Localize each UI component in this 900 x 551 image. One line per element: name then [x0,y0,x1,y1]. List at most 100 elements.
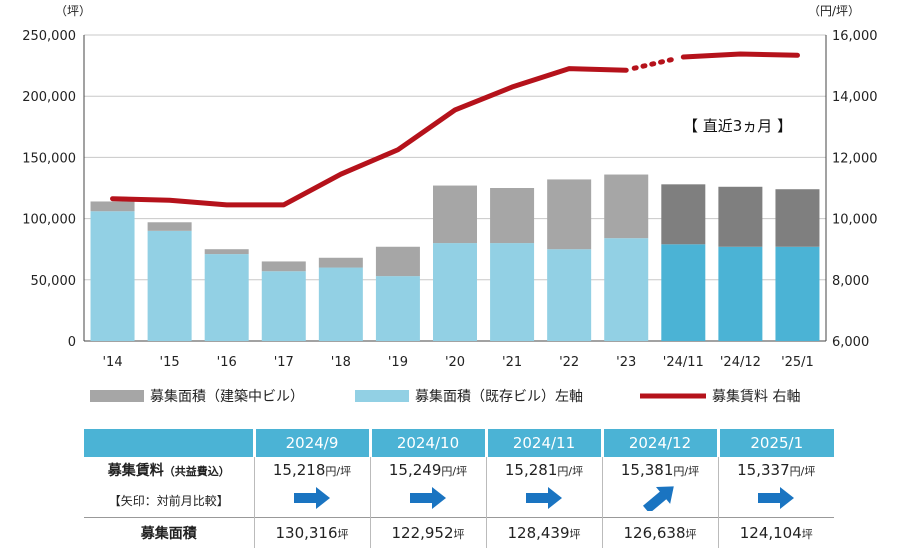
bar-existing [433,243,477,341]
left-tick-label: 50,000 [31,274,77,289]
rent-row-label: 募集賃料（共益費込） [107,463,230,479]
bar-existing [775,246,820,341]
right-tick-label: 10,000 [832,213,878,228]
left-tick-label: 250,000 [22,29,76,44]
bar-under-construction [204,249,249,255]
bar-existing [90,211,135,341]
right-arrow-icon [292,485,332,515]
rent-and-area-chart: （坪） （円/坪） 250,000 200,000 150,000 100,000 50… [22,4,877,405]
table-header-row: 2024/9 2024/10 2024/11 2024/12 2025/1 [84,429,834,457]
rent-cell: 15,281円/坪 [485,457,602,483]
legend-label-existing: 募集面積（既存ビル）左軸 [415,388,583,405]
legend-label-under-construction: 募集面積（建築中ビル） [150,388,304,405]
left-axis-unit: （坪） [55,4,91,18]
rent-row-label-note: （共益費込） [163,465,230,478]
bar-under-construction [318,257,363,268]
table-corner [84,429,254,457]
axis-ticks: 250,000 200,000 150,000 100,000 50,000 0 16,00… [22,29,877,370]
right-arrow-icon [408,485,448,515]
right-tick-label: 8,000 [832,274,869,289]
bar-existing [261,271,306,341]
bar-existing [661,244,706,341]
bar-existing [204,254,249,341]
right-arrow-icon [756,485,796,515]
bar-under-construction [433,185,477,244]
bar-under-construction [547,179,592,250]
x-tick-label: '24/12 [720,355,761,370]
x-tick-label: '19 [388,355,408,370]
trend-cell [717,483,834,518]
right-tick-label: 6,000 [832,335,869,350]
col-header: 2025/1 [716,429,834,457]
x-tick-label: '15 [160,355,180,370]
area-cell: 126,638坪 [601,517,718,548]
right-tick-label: 12,000 [832,151,878,166]
rent-cell: 15,249円/坪 [369,457,486,483]
rent-line [110,51,800,208]
rent-line-gap [631,55,680,71]
x-tick-label: '22 [559,355,579,370]
right-arrow-icon [524,485,564,515]
left-tick-label: 200,000 [22,90,76,105]
rent-cell: 15,337円/坪 [717,457,834,483]
recent-months-annotation: 【 直近3ヵ月 】 [683,117,792,135]
rent-cell: 15,218円/坪 [253,457,370,483]
x-tick-label: '23 [616,355,636,370]
bar-existing [547,249,592,341]
left-tick-label: 150,000 [22,151,76,166]
bar-under-construction [261,261,306,272]
col-header: 2024/12 [600,429,718,457]
x-tick-label: '17 [274,355,294,370]
x-tick-label: '21 [502,355,522,370]
area-cell: 130,316坪 [253,517,370,548]
col-header: 2024/10 [368,429,486,457]
bar-existing [490,243,535,341]
col-header: 2024/11 [484,429,602,457]
rent-cell: 15,381円/坪 [601,457,718,483]
trend-cell [253,483,370,518]
bar-under-construction [147,222,192,231]
bar-existing [375,276,420,341]
bar-under-construction [661,184,706,245]
x-tick-label: '20 [445,355,465,370]
bar-existing [718,246,763,341]
bar-under-construction [90,201,135,212]
bar-under-construction [718,186,763,247]
area-row: 募集面積 130,316坪 122,952坪 128,439坪 126,638坪… [84,517,834,548]
legend-swatch-under-construction [90,390,144,402]
bar-under-construction [604,174,649,239]
x-tick-label: '18 [331,355,351,370]
arrow-row: 【矢印：対前月比較】 [84,483,834,518]
bar-under-construction [490,188,535,244]
bar-under-construction [775,189,820,247]
bar-existing [604,238,649,341]
area-cell: 128,439坪 [485,517,602,548]
trend-cell [601,483,718,518]
right-axis-unit: （円/坪） [808,4,860,18]
bar-existing [318,267,363,341]
x-tick-label: '24/11 [663,355,704,370]
area-row-label: 募集面積 [84,517,254,548]
x-tick-label: '14 [102,355,122,370]
x-tick-label: '16 [217,355,237,370]
rent-line-annual [110,66,629,208]
left-tick-label: 0 [68,335,76,350]
legend: 募集面積（建築中ビル） 募集面積（既存ビル）左軸 募集賃料 右軸 [90,388,800,405]
bars [90,174,820,341]
right-tick-label: 16,000 [832,29,878,44]
bar-under-construction [375,246,420,277]
area-cell: 122,952坪 [369,517,486,548]
legend-label-rent: 募集賃料 右軸 [712,388,800,405]
right-tick-label: 14,000 [832,90,878,105]
up-right-arrow-icon [640,485,680,515]
left-tick-label: 100,000 [22,213,76,228]
rent-line-recent [680,51,800,60]
legend-swatch-existing [355,390,409,402]
col-header: 2024/9 [252,429,370,457]
summary-table: 2024/9 2024/10 2024/11 2024/12 2025/1 募集… [84,429,834,548]
area-cell: 124,104坪 [717,517,834,548]
rent-row: 募集賃料（共益費込） 15,218円/坪 15,249円/坪 15,281円/坪… [84,457,834,483]
arrow-row-label: 【矢印：対前月比較】 [108,493,229,508]
trend-cell [369,483,486,518]
bar-existing [147,230,192,341]
